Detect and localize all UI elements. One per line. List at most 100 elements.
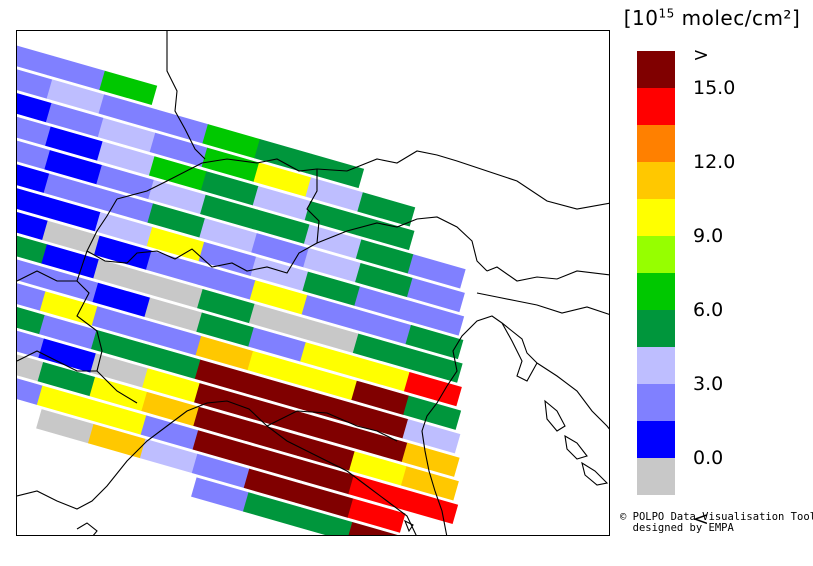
satellite-pixel [45,126,104,161]
satellite-pixel [349,451,407,486]
satellite-pixel [91,329,149,365]
satellite-pixel [45,102,104,138]
satellite-pixel [39,291,98,326]
satellite-pixel [400,489,459,525]
satellite-pixel [96,164,155,200]
colorbar-tick-label: < [693,508,709,530]
satellite-pixel [191,477,249,512]
credits-text: © POLPO Data Visualisation Tool designed… [620,512,813,534]
satellite-pixel [352,357,410,392]
coast-ligurian [17,400,417,535]
border-slovenia [486,266,609,282]
satellite-pixel [253,162,312,197]
satellite-pixel [140,415,199,450]
satellite-pixel [347,498,406,533]
colorbar-cell [637,347,675,384]
satellite-pixel [89,376,148,412]
satellite-pixel [143,321,202,356]
coast-adriatic-north [446,315,538,387]
satellite-pixel [247,350,306,386]
satellite-pixel [300,342,359,377]
border-central [17,270,77,282]
satellite-pixel [88,424,146,459]
satellite-pixel [197,288,255,324]
legend-title: [1015 molec/cm²] [623,6,801,30]
satellite-pixel [407,254,466,289]
satellite-pixel [196,312,255,347]
map-panel [16,30,610,536]
satellite-pixel [17,111,52,146]
satellite-pixel [192,430,251,465]
island-elba [403,519,414,533]
satellite-pixel [145,250,204,285]
island-2 [564,434,588,460]
satellite-pixel [46,79,105,114]
satellite-pixel [245,421,304,456]
colorbar-tick-label: 9.0 [693,225,724,247]
satellite-pixel [146,226,205,262]
satellite-pixel [142,368,201,403]
satellite-pixel [199,218,258,253]
border-austria-italy [316,216,488,272]
satellite-pixel [353,310,412,345]
satellite-pixel [17,276,46,311]
colorbar-tick-label: 0.0 [693,447,724,469]
satellite-pixel [296,460,355,495]
credits-line-1: © POLPO Data Visualisation Tool [620,511,813,523]
country-borders [17,31,609,535]
satellite-pixel [304,200,363,236]
satellite-pixel [41,244,100,279]
satellite-pixel [402,419,461,454]
satellite-pixel [47,55,106,91]
satellite-pixel [17,41,54,76]
satellite-pixel [351,380,410,415]
satellite-pixel [252,209,310,244]
satellite-pixel [295,483,354,518]
satellite-pixel [94,212,153,247]
satellite-pixel [346,522,405,535]
border-west [17,350,97,372]
satellite-pixel [17,88,52,123]
satellite-pixel [17,300,46,335]
satellite-pixels-layer [17,41,466,535]
satellite-pixel [148,179,207,215]
colorbar-cell [637,458,675,495]
satellite-pixel [17,158,50,194]
border-france-italy [76,250,138,404]
satellite-pixel [17,370,43,405]
satellite-pixel [17,135,51,170]
satellite-pixel [297,436,356,471]
satellite-pixel [44,150,103,185]
satellite-pixel [17,182,49,217]
border-swiss-north [116,158,318,200]
satellite-pixel [37,362,96,397]
satellite-pixel [40,267,99,303]
satellite-pixel [249,303,307,339]
satellite-pixel [142,344,201,379]
satellite-pixel [91,306,150,341]
satellite-pixel [305,177,364,212]
satellite-pixel [17,323,45,358]
satellite-pixel [43,173,102,208]
satellite-pixel [254,138,313,174]
border-swiss-south [86,169,320,274]
satellite-pixel [250,256,309,291]
satellite-pixel [302,271,361,306]
satellite-pixel [194,359,253,394]
coast-croatia [536,362,609,430]
satellite-pixel [17,229,48,264]
satellite-pixel [36,409,95,444]
satellite-pixel [248,327,307,362]
satellite-pixel [38,338,97,373]
satellite-pixel [200,194,259,229]
satellite-pixel [42,220,101,255]
satellite-pixel [242,492,301,527]
border-slovenia-croatia [476,292,609,315]
colorbar-cell [637,162,675,199]
istria [501,322,538,382]
satellite-pixel [193,406,252,441]
satellite-pixel [197,265,256,300]
satellite-pixel [198,241,257,277]
satellite-pixel [400,466,459,501]
satellite-pixel [298,389,357,424]
